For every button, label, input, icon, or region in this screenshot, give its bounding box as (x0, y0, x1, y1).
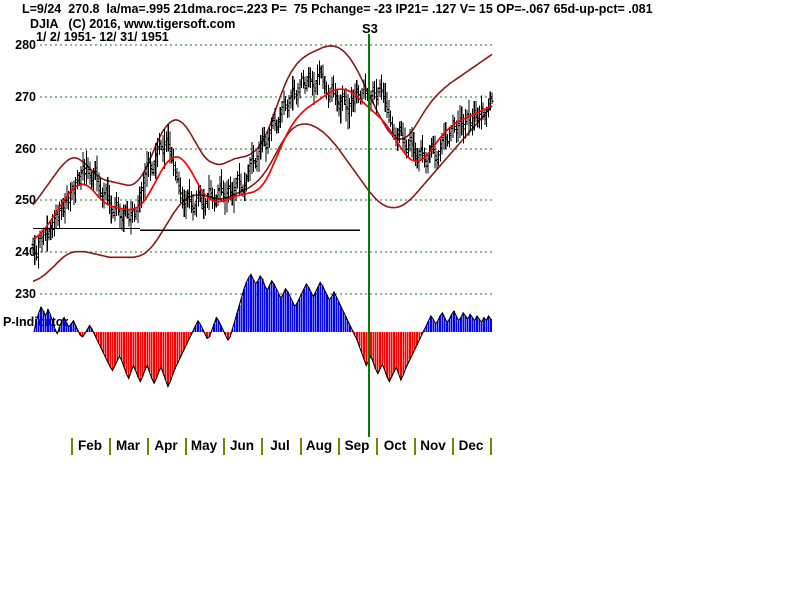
month-axis-label: May (190, 438, 218, 453)
month-tick (147, 438, 149, 455)
moving-average-line (32, 88, 493, 241)
month-tick (414, 438, 416, 455)
lower-band (32, 105, 493, 283)
month-tick (223, 438, 225, 455)
month-tick (261, 438, 263, 455)
month-axis-label: Nov (420, 438, 446, 453)
month-tick (300, 438, 302, 455)
header-date-range-line: 1/ 2/ 1951- 12/ 31/ 1951 (36, 30, 169, 44)
month-tick (376, 438, 378, 455)
month-axis-label: Jul (270, 438, 290, 453)
price-axis-label: 260 (15, 142, 36, 156)
month-tick (490, 438, 492, 455)
month-axis-label: Aug (305, 438, 333, 453)
month-axis-label: Jun (229, 438, 254, 453)
month-tick (185, 438, 187, 455)
month-axis-label: Apr (154, 438, 178, 453)
p-indicator-outline (33, 273, 492, 388)
header-symbol-line: DJIA (C) 2016, www.tigersoft.com (30, 17, 236, 31)
price-bars (31, 60, 494, 269)
month-axis-label: Mar (115, 438, 140, 453)
upper-band (32, 45, 493, 206)
month-axis-label: Oct (383, 438, 407, 453)
p-indicator-histogram (33, 273, 492, 388)
price-axis-label: 250 (15, 193, 36, 207)
signal-marker-label: S3 (362, 21, 378, 36)
support-line (33, 227, 360, 232)
price-axis-label: 270 (15, 90, 36, 104)
price-axis-label: 240 (15, 245, 36, 259)
month-tick (338, 438, 340, 455)
month-axis-label: Feb (77, 438, 102, 453)
month-axis-label: Sep (344, 438, 370, 453)
price-axis-label: 280 (15, 38, 36, 52)
month-axis-label: Dec (458, 438, 484, 453)
month-tick (452, 438, 454, 455)
month-tick (109, 438, 111, 455)
header-stats-line: L=9/24 270.8 la/ma=.995 21dma.roc=.223 P… (22, 2, 653, 16)
month-axis: Feb Mar Apr May Jun Jul Aug Sep Oct Nov Dec (0, 437, 800, 459)
price-axis-label: 230 (15, 287, 36, 301)
month-tick (71, 438, 73, 455)
